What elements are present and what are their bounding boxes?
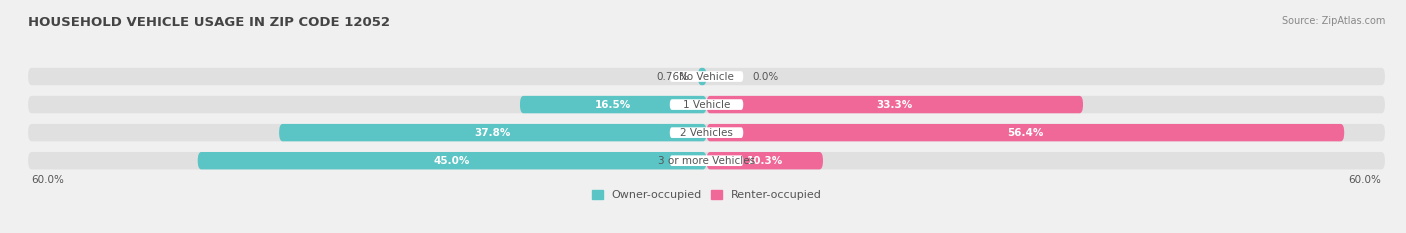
FancyBboxPatch shape <box>669 71 744 82</box>
FancyBboxPatch shape <box>707 96 1083 113</box>
Text: 33.3%: 33.3% <box>877 99 912 110</box>
FancyBboxPatch shape <box>280 124 707 141</box>
Text: Source: ZipAtlas.com: Source: ZipAtlas.com <box>1281 16 1385 26</box>
Text: 1 Vehicle: 1 Vehicle <box>683 99 730 110</box>
Text: 0.0%: 0.0% <box>752 72 779 82</box>
Text: 16.5%: 16.5% <box>595 99 631 110</box>
FancyBboxPatch shape <box>669 127 744 138</box>
FancyBboxPatch shape <box>28 124 1385 141</box>
Text: 2 Vehicles: 2 Vehicles <box>681 128 733 138</box>
FancyBboxPatch shape <box>28 152 1385 169</box>
Text: 45.0%: 45.0% <box>434 156 470 166</box>
Legend: Owner-occupied, Renter-occupied: Owner-occupied, Renter-occupied <box>588 185 825 205</box>
FancyBboxPatch shape <box>669 99 744 110</box>
FancyBboxPatch shape <box>707 124 1344 141</box>
Text: No Vehicle: No Vehicle <box>679 72 734 82</box>
FancyBboxPatch shape <box>669 155 744 166</box>
FancyBboxPatch shape <box>520 96 707 113</box>
Text: 0.76%: 0.76% <box>655 72 689 82</box>
FancyBboxPatch shape <box>198 152 707 169</box>
Text: 60.0%: 60.0% <box>31 175 65 185</box>
Text: 60.0%: 60.0% <box>1348 175 1382 185</box>
FancyBboxPatch shape <box>697 68 707 85</box>
Text: 37.8%: 37.8% <box>475 128 510 138</box>
Text: 3 or more Vehicles: 3 or more Vehicles <box>658 156 755 166</box>
FancyBboxPatch shape <box>707 152 823 169</box>
FancyBboxPatch shape <box>28 68 1385 85</box>
Text: 56.4%: 56.4% <box>1007 128 1043 138</box>
FancyBboxPatch shape <box>28 96 1385 113</box>
Text: 10.3%: 10.3% <box>747 156 783 166</box>
Text: HOUSEHOLD VEHICLE USAGE IN ZIP CODE 12052: HOUSEHOLD VEHICLE USAGE IN ZIP CODE 1205… <box>28 16 389 29</box>
